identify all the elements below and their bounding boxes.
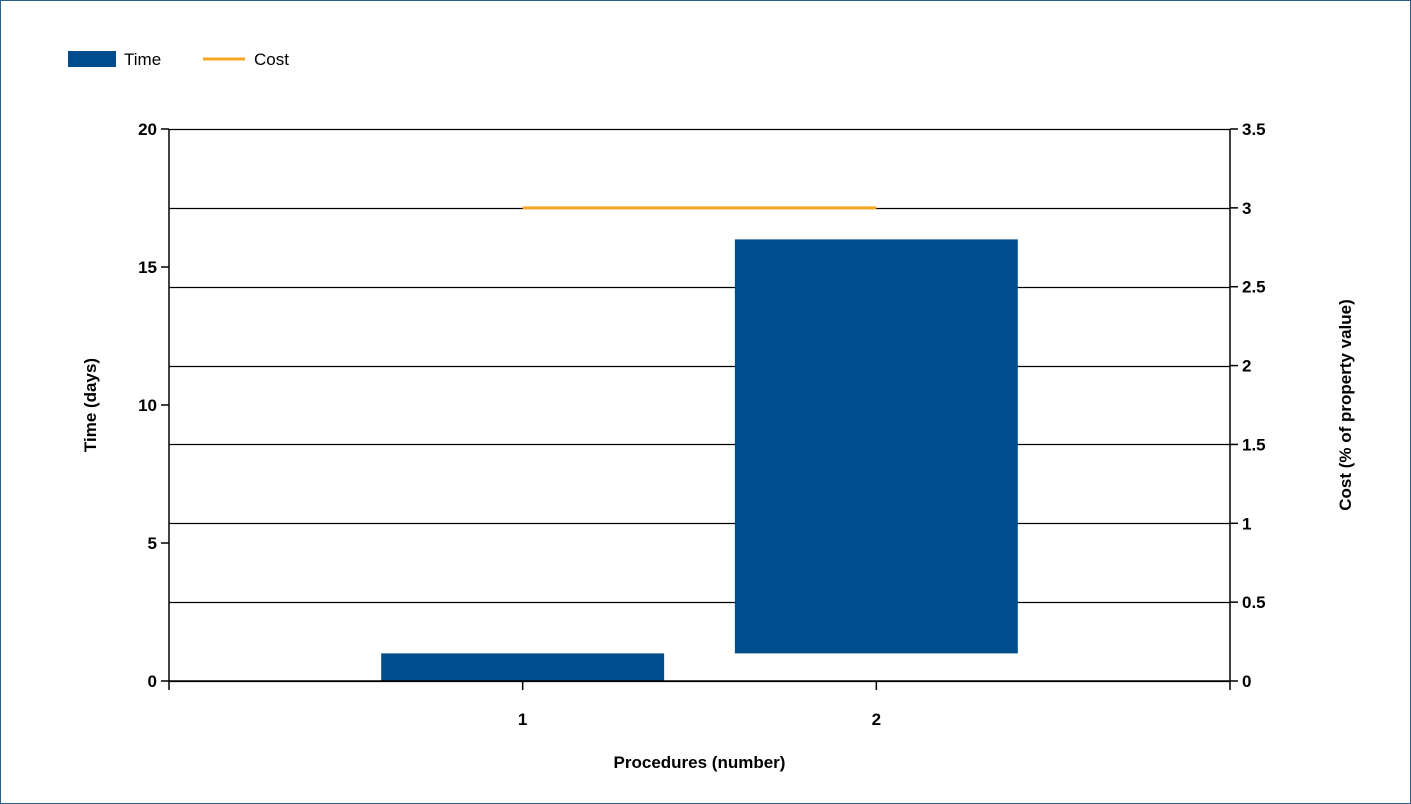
x-tick-label: 1 bbox=[518, 710, 527, 729]
y2-tick-label: 0.5 bbox=[1242, 593, 1266, 612]
y-tick-label: 10 bbox=[138, 396, 157, 415]
y2-tick-label: 1.5 bbox=[1242, 435, 1266, 454]
y-tick-label: 0 bbox=[148, 672, 157, 691]
axes bbox=[161, 129, 1238, 690]
y-tick-label: 5 bbox=[148, 534, 157, 553]
legend-label-cost: Cost bbox=[254, 50, 289, 69]
legend: Time Cost bbox=[68, 50, 289, 69]
y-axis-title: Time (days) bbox=[81, 358, 100, 452]
y2-tick-label: 0 bbox=[1242, 672, 1251, 691]
y2-axis-title: Cost (% of property value) bbox=[1336, 299, 1355, 511]
axis-labels: 0 5 10 15 20 0 0.5 1 1.5 2 2.5 3 3.5 1 2 Procedures (nu… bbox=[81, 120, 1355, 772]
legend-swatch-time bbox=[68, 51, 116, 67]
time-bar bbox=[735, 239, 1018, 653]
time-bar bbox=[381, 653, 664, 681]
y2-tick-label: 2 bbox=[1242, 357, 1251, 376]
legend-label-time: Time bbox=[124, 50, 161, 69]
x-tick-label: 2 bbox=[872, 710, 881, 729]
y2-tick-label: 3 bbox=[1242, 199, 1251, 218]
y-tick-label: 20 bbox=[138, 120, 157, 139]
y2-tick-label: 3.5 bbox=[1242, 120, 1266, 139]
y-tick-label: 15 bbox=[138, 258, 157, 277]
bars bbox=[381, 239, 1018, 681]
y2-tick-label: 1 bbox=[1242, 514, 1251, 533]
gridlines bbox=[169, 130, 1230, 682]
y2-tick-label: 2.5 bbox=[1242, 278, 1266, 297]
x-axis-title: Procedures (number) bbox=[614, 753, 786, 772]
